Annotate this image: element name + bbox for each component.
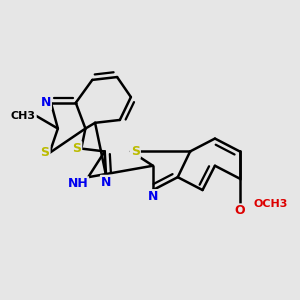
Text: CH3: CH3	[11, 111, 36, 121]
Text: N: N	[40, 96, 51, 109]
Text: N: N	[148, 190, 158, 203]
Text: NH: NH	[68, 177, 88, 190]
Text: S: S	[131, 145, 140, 158]
Text: N: N	[101, 176, 111, 189]
Text: S: S	[72, 142, 81, 155]
Text: O: O	[234, 204, 245, 218]
Text: S: S	[40, 146, 50, 159]
Text: OCH3: OCH3	[254, 200, 288, 209]
